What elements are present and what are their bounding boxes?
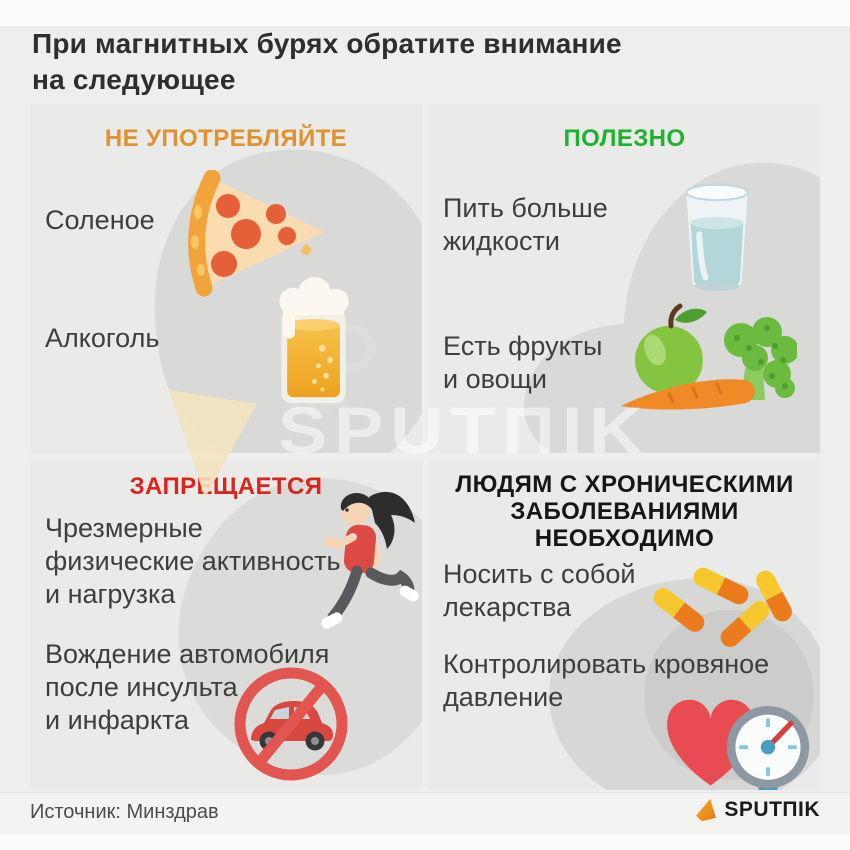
pills-icon bbox=[653, 552, 793, 652]
decorative-beige-shape bbox=[165, 390, 260, 505]
heart-pressure-gauge-icon bbox=[655, 680, 813, 790]
running-woman-icon bbox=[318, 485, 420, 635]
item-label-driving: Вождение автомобиля после инсульта и инф… bbox=[45, 639, 330, 735]
fruits-vegetables-icon bbox=[617, 298, 799, 426]
item-label-drink-liquids: Пить больше жидкости bbox=[443, 193, 608, 256]
top-margin-strip bbox=[0, 0, 850, 26]
item-label-physical-activity: Чрезмерные физические активность и нагру… bbox=[45, 513, 341, 609]
sputnik-logo: SPUTПIK bbox=[694, 797, 820, 823]
item-label-blood-pressure: Контролировать кровяное давление bbox=[443, 649, 770, 712]
panel-forbidden: ЗАПРЕЩАЕТСЯ Чрезмерные физические активн… bbox=[30, 460, 422, 790]
page-title: При магнитных бурях обратите внимание на… bbox=[32, 28, 622, 96]
panel-do-not-consume: НЕ УПОТРЕБЛЯЙТЕ Соленое Алкоголь bbox=[30, 104, 422, 453]
sputnik-logo-text: SPUTПIK bbox=[724, 798, 820, 821]
section-header-useful: ПОЛЕЗНО bbox=[563, 125, 686, 152]
panel-chronic-diseases: ЛЮДЯМ С ХРОНИЧЕСКИМИ ЗАБОЛЕВАНИЯМИ НЕОБХ… bbox=[429, 460, 820, 790]
panel-useful: ПОЛЕЗНО Пить больше жидкости Есть фрукты… bbox=[429, 104, 820, 453]
section-header-avoid: НЕ УПОТРЕБЛЯЙТЕ bbox=[104, 125, 348, 152]
sputnik-logo-icon bbox=[694, 797, 718, 823]
section-header-forbidden: ЗАПРЕЩАЕТСЯ bbox=[129, 473, 323, 500]
item-label-carry-medicine: Носить с собой лекарства bbox=[443, 559, 636, 622]
item-label-alcohol: Алкоголь bbox=[45, 323, 160, 353]
pizza-icon bbox=[172, 169, 332, 300]
beer-mug-icon bbox=[254, 268, 377, 413]
water-glass-icon bbox=[676, 174, 758, 304]
source-attribution: Источник: Минздрав bbox=[30, 801, 219, 823]
item-label-fruits-vegetables: Есть фрукты и овощи bbox=[443, 331, 603, 394]
item-label-salty: Соленое bbox=[45, 205, 155, 235]
section-header-chronic: ЛЮДЯМ С ХРОНИЧЕСКИМИ ЗАБОЛЕВАНИЯМИ НЕОБХ… bbox=[455, 471, 794, 552]
bottom-margin-strip bbox=[0, 833, 850, 850]
no-car-sign-icon bbox=[230, 662, 352, 786]
